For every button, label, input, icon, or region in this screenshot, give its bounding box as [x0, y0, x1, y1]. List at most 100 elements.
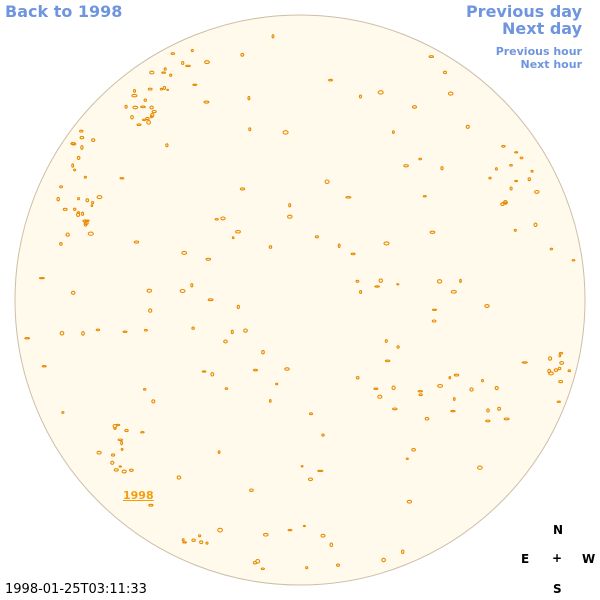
contour-mark [214, 217, 219, 221]
contour-mark [148, 503, 154, 507]
contour-mark [287, 528, 293, 532]
contour-mark [509, 186, 513, 191]
contour-mark [131, 93, 138, 98]
contour-mark [403, 164, 409, 168]
contour-mark [191, 538, 196, 543]
contour-mark [220, 216, 226, 221]
observation-timestamp: 1998-01-25T03:11:33 [5, 582, 147, 597]
contour-mark [497, 406, 502, 411]
contour-mark [328, 78, 334, 82]
contour-mark [494, 167, 498, 171]
contour-mark [217, 527, 223, 533]
contour-mark [429, 230, 436, 234]
previous-day-link[interactable]: Previous day [465, 2, 582, 21]
contour-mark [110, 460, 115, 465]
year-1998-link[interactable]: 1998 [123, 489, 154, 502]
contour-mark [124, 104, 128, 109]
contour-mark [143, 98, 148, 102]
contour-mark [268, 398, 272, 403]
contour-mark [230, 329, 234, 335]
contour-mark [533, 222, 538, 228]
contour-mark [447, 91, 454, 96]
contour-mark [72, 207, 77, 211]
contour-mark [117, 438, 124, 442]
contour-mark [159, 87, 164, 91]
contour-mark [124, 428, 129, 433]
contour-mark [201, 370, 207, 373]
contour-mark [41, 364, 47, 368]
contour-mark [377, 394, 383, 399]
contour-mark [308, 412, 314, 416]
contour-mark [204, 60, 210, 65]
compass-center-mark: + [552, 551, 563, 565]
contour-mark [192, 83, 198, 86]
contour-mark [122, 330, 128, 334]
contour-mark [411, 105, 418, 109]
contour-mark [161, 71, 167, 74]
contour-mark [558, 379, 564, 384]
contour-mark [557, 366, 562, 371]
contour-mark [236, 304, 240, 310]
compass-north-label: N [553, 523, 564, 537]
contour-mark [132, 88, 137, 93]
contour-mark [248, 127, 252, 132]
contour-mark [133, 240, 140, 244]
contour-mark [459, 278, 462, 284]
contour-mark [268, 245, 273, 249]
contour-mark [143, 328, 148, 332]
contour-mark [182, 541, 188, 544]
contour-mark [85, 198, 90, 203]
contour-mark [383, 241, 390, 246]
contour-mark [120, 440, 124, 446]
back-to-year-link[interactable]: Back to 1998 [5, 2, 123, 21]
contour-mark [324, 179, 330, 184]
contour-mark [288, 203, 292, 208]
contour-mark [485, 419, 491, 423]
contour-mark [165, 143, 169, 148]
contour-mark [400, 549, 405, 555]
contour-mark [59, 331, 65, 336]
contour-mark [73, 168, 77, 172]
contour-mark [261, 350, 265, 355]
contour-mark [501, 144, 506, 148]
contour-mark [190, 49, 194, 53]
contour-mark [162, 85, 167, 90]
contour-mark [514, 151, 519, 154]
contour-mark [249, 488, 254, 492]
contour-mark [79, 129, 84, 133]
contour-mark [358, 94, 363, 99]
next-hour-link[interactable]: Next hour [520, 58, 583, 71]
contour-mark [428, 55, 435, 59]
next-day-link[interactable]: Next day [502, 19, 582, 38]
contour-mark [513, 228, 517, 232]
contour-mark [146, 288, 153, 293]
contour-mark [336, 563, 340, 567]
contour-mark [567, 369, 572, 373]
previous-hour-link[interactable]: Previous hour [495, 45, 582, 58]
compass-west-label: W [582, 552, 596, 566]
contour-mark [374, 285, 380, 288]
contour-mark [417, 390, 424, 393]
contour-mark [350, 252, 356, 256]
contour-mark [239, 187, 246, 191]
contour-mark [547, 368, 552, 374]
contour-mark [396, 345, 400, 349]
contour-mark [96, 450, 102, 455]
contour-mark [243, 328, 248, 333]
contour-mark [197, 534, 202, 538]
contour-mark [377, 90, 384, 95]
compass-south-label: S [553, 582, 562, 596]
contour-mark [141, 118, 147, 122]
contour-mark [465, 124, 470, 129]
contour-mark [140, 431, 145, 434]
contour-mark [282, 130, 289, 135]
contour-mark [337, 243, 341, 249]
contour-mark [519, 156, 524, 160]
contour-mark [80, 145, 84, 150]
contour-mark [199, 540, 204, 545]
contour-mark [287, 214, 293, 219]
contour-mark [300, 464, 304, 468]
contour-mark [96, 195, 103, 200]
contour-mark [119, 176, 125, 180]
contour-mark [320, 533, 326, 538]
